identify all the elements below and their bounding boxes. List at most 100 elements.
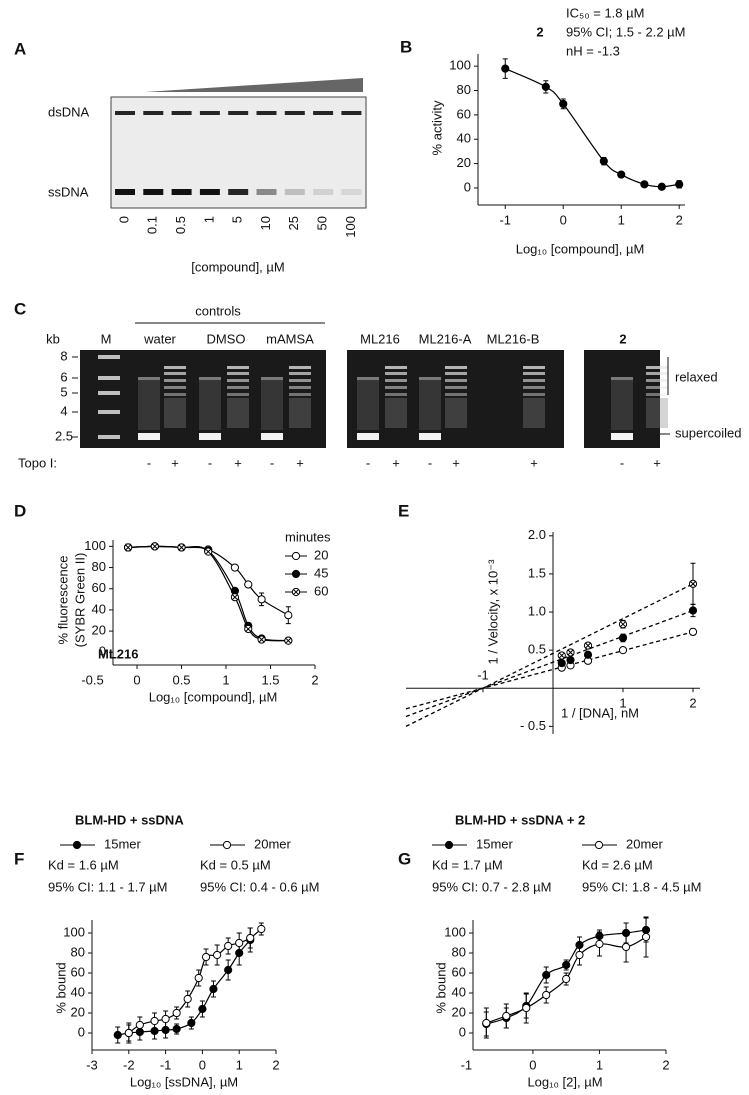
ladder-band <box>98 391 120 395</box>
marker <box>113 1030 122 1040</box>
marker <box>562 974 571 984</box>
marker <box>595 939 604 949</box>
legend-marker <box>222 840 232 850</box>
marker <box>257 635 266 644</box>
gel-band <box>138 377 160 380</box>
ladder-band <box>98 410 120 414</box>
x-tick-label: -2 <box>123 1057 135 1072</box>
x-tick-label: 0 <box>560 212 567 227</box>
marker <box>675 180 684 189</box>
y-tick-label: 100 <box>84 538 106 553</box>
marker <box>618 620 628 629</box>
gel-smear <box>385 398 407 428</box>
lane-label: ML216-A <box>419 331 472 346</box>
marker <box>224 965 233 975</box>
y-tick-label: 100 <box>63 924 85 939</box>
gel-band <box>228 189 249 195</box>
kd-text: Kd = 1.6 µM <box>48 857 119 872</box>
x-tick-label: 2 <box>272 1057 279 1072</box>
fit-line <box>405 609 694 718</box>
gel-band <box>341 111 362 115</box>
marker <box>618 646 628 655</box>
y-tick-label: 60 <box>457 106 471 121</box>
topo-sign: - <box>428 455 432 470</box>
ci-text: 95% CI: 0.4 - 0.6 µM <box>200 879 319 894</box>
panel-label: F <box>14 849 24 868</box>
marker <box>224 941 233 951</box>
x-axis-label: Log₁₀ [compound], µM <box>516 241 645 256</box>
marker <box>566 655 575 665</box>
marker <box>542 990 551 1000</box>
panel-label: C <box>14 299 26 318</box>
band-label: dsDNA <box>48 104 90 119</box>
x-tick-label: -3 <box>86 1057 98 1072</box>
gel-band <box>171 189 192 195</box>
topo-sign: + <box>653 455 661 470</box>
gel-smear <box>357 380 379 430</box>
topo-sign: + <box>296 455 304 470</box>
gel-band <box>256 111 277 115</box>
marker <box>641 932 651 942</box>
row-label: Topo I: <box>18 455 57 470</box>
marker <box>244 580 253 589</box>
x-axis-label: Log₁₀ [ssDNA], µM <box>130 1074 238 1089</box>
y-axis-label: 1 / Velocity, x 10⁻³ <box>485 559 500 665</box>
kb-tick-label: 5 <box>60 384 67 399</box>
y-tick-label: 80 <box>71 944 85 959</box>
y-tick-label: 0 <box>464 179 471 194</box>
gel-band <box>289 393 311 396</box>
marker <box>599 157 608 166</box>
gel-band <box>115 111 135 115</box>
lane-label: 100 <box>343 216 358 238</box>
gel-band <box>143 111 164 115</box>
x-tick-label: -1 <box>160 1057 172 1072</box>
gel-band <box>385 366 407 369</box>
legend-marker <box>291 551 301 561</box>
gel-band <box>284 189 305 195</box>
annotation: 95% CI; 1.5 - 2.2 µM <box>566 24 685 39</box>
gel-band <box>261 433 283 440</box>
annotation: 2 <box>536 24 543 39</box>
gel-band <box>419 433 441 440</box>
lane-label: mAMSA <box>266 331 314 346</box>
x-tick-label: 2 <box>662 1057 669 1072</box>
kb-tick-label: 4 <box>60 403 67 418</box>
y-axis-label: % bound <box>53 962 68 1013</box>
marker <box>230 563 240 572</box>
gel-band <box>445 379 467 382</box>
kd-text: Kd = 0.5 µM <box>200 857 271 872</box>
panel-label: B <box>400 37 412 56</box>
y-tick-label: 100 <box>444 924 466 939</box>
gel-band <box>646 372 668 375</box>
y-tick-label: 80 <box>92 559 106 574</box>
legend-marker <box>444 840 454 850</box>
gel-band <box>646 379 668 382</box>
lane-label: M <box>101 331 112 346</box>
gel-band <box>143 189 164 195</box>
y-tick-label: 60 <box>452 964 466 979</box>
y-axis-label: % activity <box>429 100 444 155</box>
gel-band <box>646 393 668 396</box>
marker <box>541 82 550 91</box>
gel-band <box>385 386 407 389</box>
marker <box>562 960 571 970</box>
marker <box>161 1014 170 1024</box>
gel-band <box>138 433 160 440</box>
x-tick-label: 0 <box>529 1057 536 1072</box>
marker <box>235 938 244 948</box>
gel-band <box>199 433 221 440</box>
x-tick-label: -1 <box>499 212 511 227</box>
ladder-band <box>98 355 120 359</box>
gel-band <box>228 111 249 115</box>
legend-label: 20mer <box>626 836 664 851</box>
lane-label: 50 <box>315 216 330 230</box>
y-tick-label: 60 <box>92 580 106 595</box>
lane-label: water <box>143 331 176 346</box>
topo-sign: + <box>392 455 400 470</box>
y-tick-label: 2.0 <box>528 527 546 542</box>
legend-marker <box>291 587 301 597</box>
marker <box>621 942 631 952</box>
marker <box>187 1018 196 1028</box>
x-tick-label: 1 <box>618 212 625 227</box>
